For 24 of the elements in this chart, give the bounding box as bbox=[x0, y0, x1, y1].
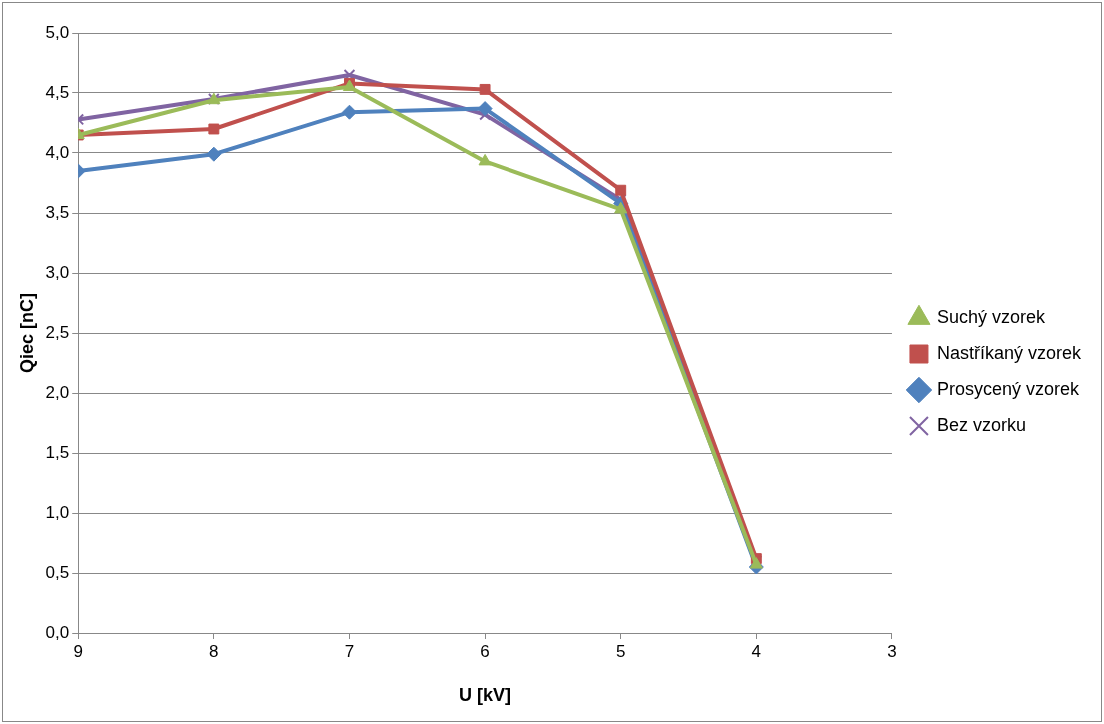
y-tick-label: 2,5 bbox=[45, 322, 70, 342]
y-tick-label: 2,0 bbox=[45, 382, 70, 402]
x-tick-label: 6 bbox=[480, 641, 490, 661]
y-tick-label: 4,5 bbox=[45, 82, 70, 102]
legend-label: Prosycený vzorek bbox=[936, 378, 1080, 399]
y-tick-label: 1,5 bbox=[45, 442, 70, 462]
x-tick-label: 8 bbox=[209, 641, 219, 661]
y-tick-label: 5,0 bbox=[45, 22, 70, 42]
y-tick-label: 3,0 bbox=[45, 262, 70, 282]
y-tick-label: 0,0 bbox=[45, 622, 70, 642]
legend-label: Nastříkaný vzorek bbox=[936, 342, 1082, 363]
y-axis-title: Qiec [nC] bbox=[16, 292, 37, 374]
x-tick-label: 5 bbox=[615, 641, 626, 661]
y-tick-label: 3,5 bbox=[45, 202, 70, 222]
y-tick-label: 0,5 bbox=[45, 562, 70, 582]
x-tick-label: 7 bbox=[344, 641, 355, 661]
x-tick-label: 9 bbox=[73, 641, 83, 661]
y-tick-label: 1,0 bbox=[45, 502, 70, 522]
y-tick-label: 4,0 bbox=[45, 142, 70, 162]
x-tick-label: 3 bbox=[887, 641, 897, 661]
legend-label: Bez vzorku bbox=[936, 414, 1026, 435]
x-axis-title: U [kV] bbox=[459, 685, 512, 706]
x-tick-label: 4 bbox=[751, 641, 762, 661]
legend-label: Suchý vzorek bbox=[936, 306, 1046, 327]
